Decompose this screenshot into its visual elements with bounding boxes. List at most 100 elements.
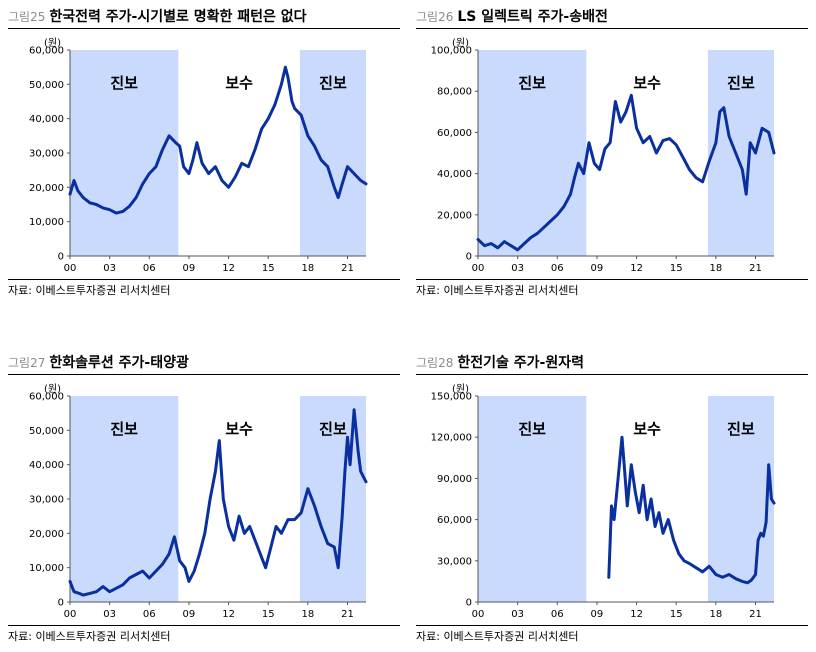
title-underline [8,374,400,375]
y-tick-label: 20,000 [29,183,64,194]
y-tick-label: 30,000 [437,556,472,567]
y-tick-label: 150,000 [431,392,472,403]
x-tick-label: 00 [64,609,77,620]
title-underline [416,28,808,29]
x-tick-label: 09 [591,609,604,620]
y-tick-label: 0 [466,252,472,263]
period-band [299,50,366,256]
chart-panel-1: 그림25 한국전력 주가-시기별로 명확한 패턴은 없다 (원) 진보 보수 진보 0 1… [8,6,408,306]
x-tick-label: 21 [341,609,354,620]
chart-title-1: 그림25 한국전력 주가-시기별로 명확한 패턴은 없다 [8,9,307,25]
y-tick-label: 100,000 [431,46,472,57]
chart-panel-3: 그림27 한화솔루션 주가-태양광 (원) 진보 보수 진보 0 10,000 20,000… [8,352,408,652]
line-chart-3: 진보 보수 진보 0 10,000 20,000 30,000 40,000 50,000 60,… [29,392,368,620]
series-line [476,93,776,252]
y-tick-label: 50,000 [29,80,64,91]
line-chart-4: 진보 보수 진보 0 30,000 60,000 90,000 120,000 150,000 0… [431,392,776,620]
x-tick-label: 06 [143,609,156,620]
x-tick-label: 21 [749,609,762,620]
x-tick-label: 15 [262,263,275,274]
source-divider [8,625,400,626]
x-tick-label: 15 [670,263,683,274]
x-tick-label: 18 [301,263,314,274]
x-tick-label: 09 [183,263,196,274]
x-tick-label: 12 [630,609,643,620]
source-note: 자료: 이베스트투자증권 리서치센터 [8,284,171,297]
y-tick-label: 40,000 [437,169,472,180]
y-tick-label: 40,000 [29,460,64,471]
period-band [707,50,774,256]
x-tick-label: 00 [472,263,485,274]
x-tick-label: 12 [630,263,643,274]
x-tick-label: 03 [511,263,524,274]
y-tick-label: 20,000 [437,210,472,221]
y-tick-label: 0 [58,598,64,609]
period-band [478,50,587,256]
x-tick-label: 06 [551,263,564,274]
y-tick-label: 120,000 [431,433,472,444]
chart-title-4: 그림28 한전기술 주가-원자력 [416,355,584,371]
x-tick-label: 03 [103,263,116,274]
x-tick-label: 12 [222,263,235,274]
title-underline [416,374,808,375]
x-tick-label: 21 [749,263,762,274]
x-tick-label: 09 [183,609,196,620]
source-note: 자료: 이베스트투자증권 리서치센터 [416,630,579,643]
y-tick-label: 60,000 [437,128,472,139]
x-tick-label: 09 [591,263,604,274]
chart-panel-2: 그림26 LS 일렉트릭 주가-송배전 (원) 진보 보수 진보 0 20,000 40,0… [416,6,816,306]
chart-title-2: 그림26 LS 일렉트릭 주가-송배전 [416,9,608,25]
y-tick-label: 60,000 [437,515,472,526]
period-label: 진보 [727,74,755,92]
y-tick-label: 10,000 [29,217,64,228]
chart-panel-4: 그림28 한전기술 주가-원자력 (원) 진보 보수 진보 0 30,000 60,000 9… [416,352,816,652]
y-tick-label: 20,000 [29,529,64,540]
x-tick-label: 03 [103,609,116,620]
x-tick-label: 15 [670,609,683,620]
y-tick-label: 80,000 [437,87,472,98]
period-label: 진보 [727,420,755,438]
title-underline [8,28,400,29]
series-line [68,408,368,597]
period-label: 진보 [110,74,138,92]
period-band [707,396,774,602]
line-chart-1: 진보 보수 진보 0 10,000 20,000 30,000 40,000 50,000 60,… [29,46,368,274]
period-label: 진보 [319,420,347,438]
unit-label: (원) [44,384,62,395]
x-tick-label: 03 [511,609,524,620]
y-tick-label: 50,000 [29,426,64,437]
period-label: 진보 [518,420,546,438]
unit-label: (원) [44,38,62,49]
x-tick-label: 06 [551,609,564,620]
period-label: 진보 [518,74,546,92]
period-label: 보수 [633,74,661,92]
period-band [478,396,587,602]
period-label: 보수 [225,420,253,438]
source-note: 자료: 이베스트투자증권 리서치센터 [8,630,171,643]
period-label: 보수 [225,74,253,92]
unit-label: (원) [452,38,470,49]
y-tick-label: 30,000 [29,149,64,160]
y-tick-label: 30,000 [29,495,64,506]
source-note: 자료: 이베스트투자증권 리서치센터 [416,284,579,297]
x-tick-label: 21 [341,263,354,274]
x-tick-label: 06 [143,263,156,274]
x-tick-label: 18 [709,263,722,274]
x-tick-label: 15 [262,609,275,620]
period-label: 진보 [110,420,138,438]
y-tick-label: 0 [58,252,64,263]
y-tick-label: 0 [466,598,472,609]
source-divider [8,279,400,280]
source-divider [416,279,808,280]
y-tick-label: 60,000 [29,392,64,403]
unit-label: (원) [452,384,470,395]
y-tick-label: 10,000 [29,563,64,574]
x-tick-label: 00 [472,609,485,620]
x-tick-label: 12 [222,609,235,620]
line-chart-2: 진보 보수 진보 0 20,000 40,000 60,000 80,000 100,000 00… [431,46,776,274]
x-tick-label: 18 [301,609,314,620]
y-tick-label: 40,000 [29,114,64,125]
x-tick-label: 00 [64,263,77,274]
period-label: 보수 [633,420,661,438]
x-tick-label: 18 [709,609,722,620]
